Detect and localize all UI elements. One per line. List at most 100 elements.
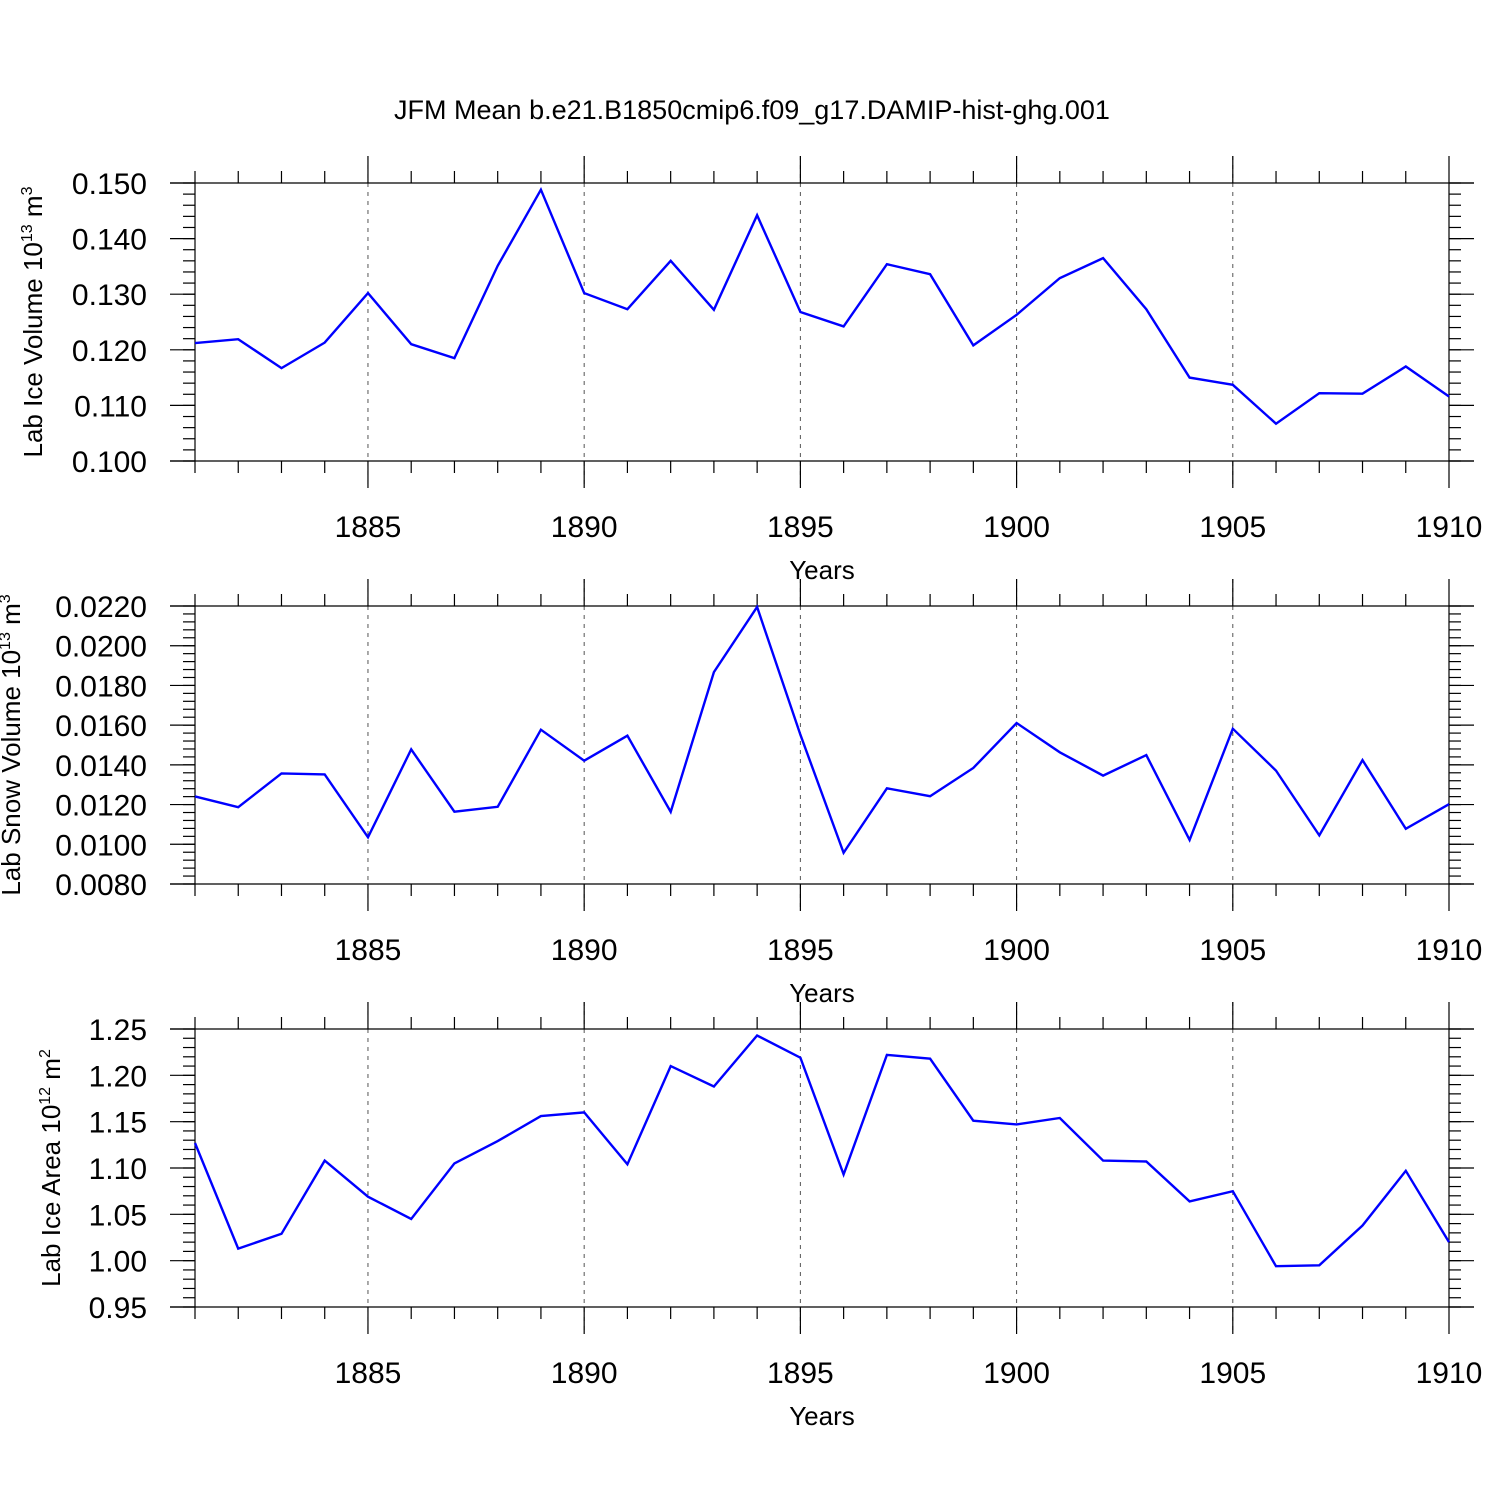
- x-tick-label: 1895: [767, 511, 834, 544]
- data-point: [1015, 313, 1019, 317]
- data-point: [669, 1064, 673, 1068]
- data-point: [1101, 774, 1105, 778]
- data-point: [1404, 827, 1408, 831]
- data-point: [798, 1056, 802, 1060]
- data-point: [928, 1057, 932, 1061]
- data-point: [1101, 256, 1105, 260]
- data-point: [539, 728, 543, 732]
- y-tick-label: 1.00: [89, 1246, 147, 1279]
- data-point: [755, 213, 759, 217]
- x-tick-label: 1890: [551, 934, 618, 967]
- data-point: [1231, 727, 1235, 731]
- data-point: [279, 366, 283, 370]
- data-point: [1231, 1189, 1235, 1193]
- y-axis-label: Lab Snow Volume 1013 m3: [0, 594, 26, 895]
- data-point: [1188, 1199, 1192, 1203]
- data-point: [885, 786, 889, 790]
- data-point: [1361, 392, 1365, 396]
- y-tick-label: 0.0120: [55, 790, 147, 823]
- data-point: [755, 1033, 759, 1037]
- x-tick-label: 1900: [983, 934, 1050, 967]
- data-point: [928, 794, 932, 798]
- data-point: [193, 1141, 197, 1145]
- data-point: [582, 1110, 586, 1114]
- data-point: [366, 1195, 370, 1199]
- y-tick-label: 1.20: [89, 1060, 147, 1093]
- data-point: [409, 747, 413, 751]
- y-tick-label: 0.0080: [55, 869, 147, 902]
- x-tick-label: 1900: [983, 511, 1050, 544]
- y-tick-label: 0.0100: [55, 829, 147, 862]
- y-axis-label-unit-power: 2: [37, 1049, 54, 1058]
- data-point: [625, 1162, 629, 1166]
- y-axis-label-unit-power: 3: [0, 594, 14, 603]
- series-line-ice-area: [193, 1033, 1451, 1268]
- x-tick-label: 1890: [551, 1357, 618, 1390]
- data-point: [1447, 395, 1451, 399]
- panel-ice-volume: 0.100 0.110 0.120 0.130 0.140 0.150 1885 1890 18…: [18, 156, 1482, 585]
- data-point: [1188, 838, 1192, 842]
- y-tick-label: 1.10: [89, 1153, 147, 1186]
- data-point: [1188, 376, 1192, 380]
- data-point: [366, 291, 370, 295]
- y-tick-label: 0.0200: [55, 631, 147, 664]
- x-axis-label: Years: [789, 555, 855, 585]
- data-point: [971, 343, 975, 347]
- panel-snow-volume: 0.0080 0.0100 0.0120 0.0140 0.0160 0.0180 0.02…: [0, 579, 1482, 1008]
- data-point: [1317, 391, 1321, 395]
- data-point: [323, 772, 327, 776]
- x-axis-label: Years: [789, 1401, 855, 1431]
- data-point: [798, 310, 802, 314]
- data-point: [279, 771, 283, 775]
- data-point: [1317, 833, 1321, 837]
- data-point: [1274, 1264, 1278, 1268]
- y-axis-label-unit: m: [0, 603, 26, 632]
- y-axis-label-unit: m: [36, 1058, 66, 1087]
- x-tick-label: 1895: [767, 1357, 834, 1390]
- data-point: [1231, 383, 1235, 387]
- y-tick-label: 0.150: [72, 168, 147, 201]
- y-axis-label: Lab Ice Volume 1013 m3: [18, 186, 48, 457]
- data-point: [1361, 1223, 1365, 1227]
- x-tick-label: 1885: [335, 1357, 402, 1390]
- data-point: [1015, 1122, 1019, 1126]
- data-point: [496, 805, 500, 809]
- data-point: [928, 272, 932, 276]
- data-point: [539, 188, 543, 192]
- data-point: [842, 324, 846, 328]
- y-tick-label: 0.120: [72, 335, 147, 368]
- data-point: [1404, 1169, 1408, 1173]
- y-tick-label: 0.0180: [55, 670, 147, 703]
- x-tick-label: 1905: [1199, 511, 1266, 544]
- data-point: [496, 1139, 500, 1143]
- y-axis-label-exponent: 13: [19, 224, 36, 242]
- y-tick-label: 0.100: [72, 446, 147, 479]
- data-point: [1144, 1160, 1148, 1164]
- data-point: [755, 605, 759, 609]
- data-point: [1274, 769, 1278, 773]
- y-axis-label-exponent: 13: [0, 632, 14, 650]
- y-tick-label: 0.0220: [55, 591, 147, 624]
- y-axis-label-unit: m: [18, 195, 48, 224]
- x-axis-label: Years: [789, 978, 855, 1008]
- data-point: [625, 307, 629, 311]
- y-tick-label: 0.130: [72, 279, 147, 312]
- y-axis-label-exponent: 12: [37, 1087, 54, 1105]
- x-tick-label: 1905: [1199, 1357, 1266, 1390]
- x-tick-label: 1895: [767, 934, 834, 967]
- data-point: [712, 1084, 716, 1088]
- data-point: [193, 794, 197, 798]
- x-tick-label: 1905: [1199, 934, 1266, 967]
- data-point: [582, 759, 586, 763]
- x-tick-label: 1910: [1416, 511, 1483, 544]
- data-point: [236, 337, 240, 341]
- y-axis-label-unit-power: 3: [19, 186, 36, 195]
- data-point: [885, 1053, 889, 1057]
- data-point: [236, 805, 240, 809]
- y-axis-label-text: Lab Ice Volume 10: [18, 242, 48, 457]
- data-point: [193, 341, 197, 345]
- y-tick-label: 1.25: [89, 1014, 147, 1047]
- data-point: [1404, 364, 1408, 368]
- data-point: [279, 1232, 283, 1236]
